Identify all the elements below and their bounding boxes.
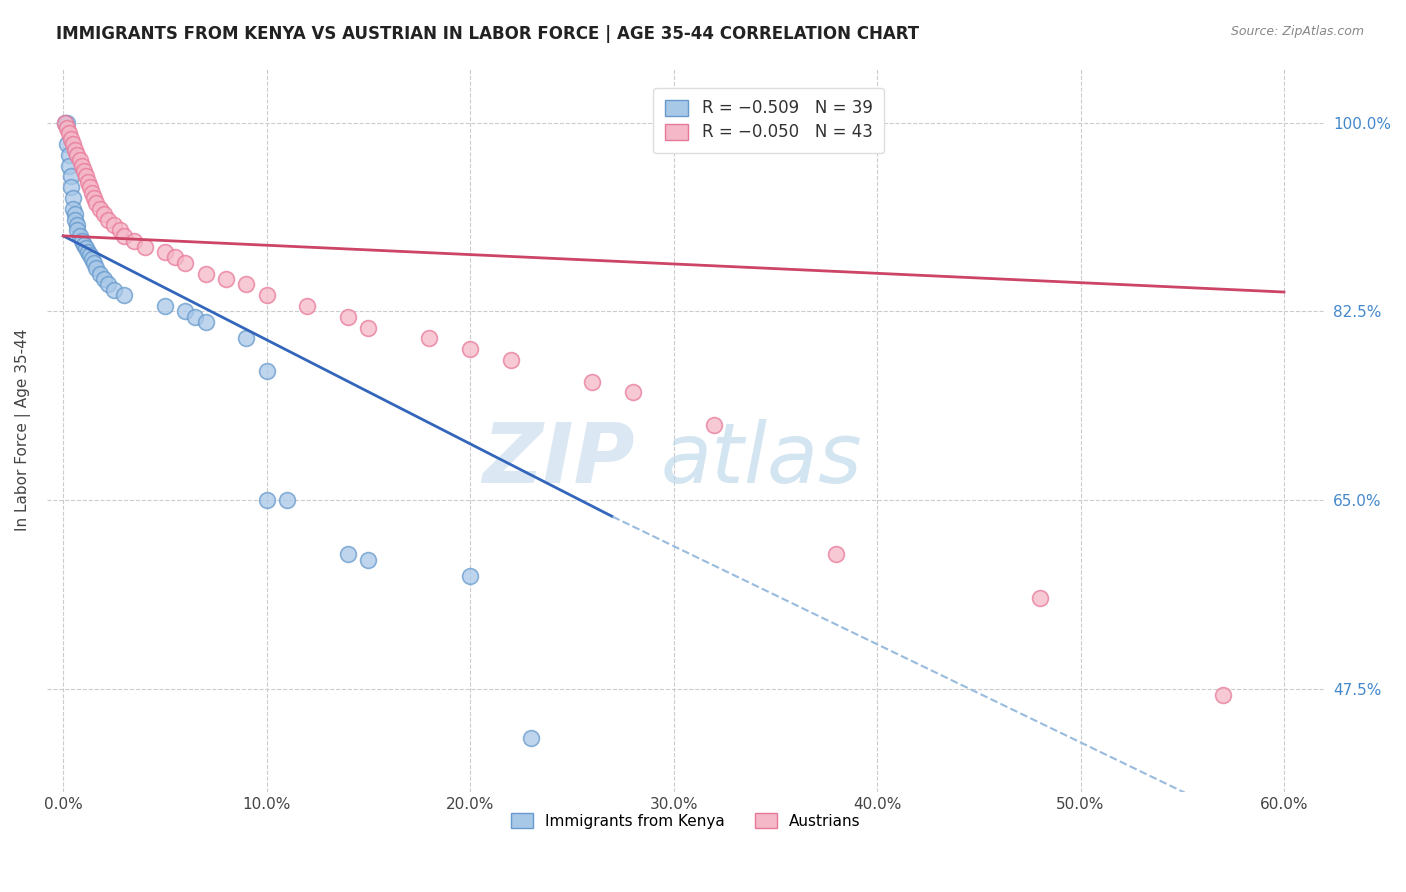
Point [66,223,89,237]
Point [337,310,360,324]
Point [56,115,79,129]
Point [581,375,603,389]
Point [66,148,89,162]
Point [357,553,380,567]
Point [80,186,103,200]
Point [62,137,84,152]
Point [256,364,278,378]
Point [79,248,101,262]
Point [458,569,481,583]
Text: Source: ZipAtlas.com: Source: ZipAtlas.com [1230,25,1364,38]
Point [65,212,87,227]
Point [703,417,725,432]
Point [62,202,84,216]
Point [75,169,97,184]
Point [60,169,83,184]
Point [110,223,132,237]
Point [83,256,105,270]
Point [1029,591,1052,605]
Point [97,277,120,292]
Point [89,267,111,281]
Point [418,331,440,345]
Point [60,180,83,194]
Point [65,207,87,221]
Point [458,343,481,357]
Point [825,548,848,562]
Point [60,131,83,145]
Point [84,261,107,276]
Point [97,212,120,227]
Point [194,267,217,281]
Point [174,256,197,270]
Point [256,493,278,508]
Point [75,241,97,255]
Point [89,202,111,216]
Point [76,175,98,189]
Point [79,180,101,194]
Point [215,272,238,286]
Point [124,234,146,248]
Point [80,252,103,266]
Point [297,299,319,313]
Point [134,240,156,254]
Point [165,251,187,265]
Point [53,115,76,129]
Point [53,115,76,129]
Point [153,245,176,260]
Point [520,731,543,745]
Text: ZIP: ZIP [482,418,634,500]
Point [112,288,135,302]
Point [58,148,80,162]
Point [153,299,176,313]
Point [66,218,89,232]
Point [70,159,93,173]
Point [1212,688,1234,702]
Point [112,228,135,243]
Text: atlas: atlas [661,418,862,500]
Point [174,304,197,318]
Point [84,196,107,211]
Point [70,234,93,248]
Point [72,164,94,178]
Point [62,191,84,205]
Point [56,120,79,135]
Point [337,548,360,562]
Point [194,315,217,329]
Point [235,277,257,292]
Point [184,310,207,324]
Point [83,191,105,205]
Point [103,283,125,297]
Point [235,331,257,345]
Point [276,493,298,508]
Point [65,143,87,157]
Legend: Immigrants from Kenya, Austrians: Immigrants from Kenya, Austrians [505,807,866,835]
Point [499,353,522,368]
Point [103,218,125,232]
Point [93,207,115,221]
Point [76,245,98,260]
Y-axis label: In Labor Force | Age 35-44: In Labor Force | Age 35-44 [15,329,31,532]
Text: IMMIGRANTS FROM KENYA VS AUSTRIAN IN LABOR FORCE | AGE 35-44 CORRELATION CHART: IMMIGRANTS FROM KENYA VS AUSTRIAN IN LAB… [56,25,920,43]
Point [69,228,91,243]
Point [621,385,644,400]
Point [357,320,380,334]
Point [58,159,80,173]
Point [56,137,79,152]
Point [58,126,80,140]
Point [256,288,278,302]
Point [93,272,115,286]
Point [72,237,94,252]
Point [69,153,91,168]
